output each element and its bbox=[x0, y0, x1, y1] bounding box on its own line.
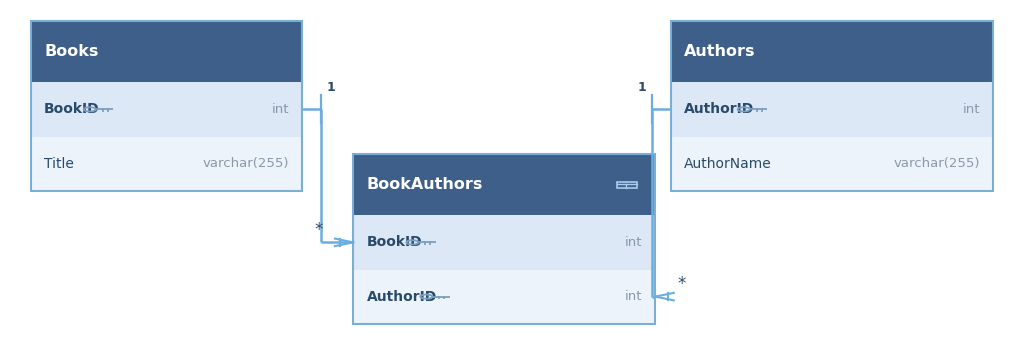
Text: BookAuthors: BookAuthors bbox=[367, 177, 483, 192]
FancyBboxPatch shape bbox=[353, 154, 655, 215]
Text: AuthorID: AuthorID bbox=[367, 289, 437, 303]
Text: AuthorName: AuthorName bbox=[684, 157, 772, 171]
FancyBboxPatch shape bbox=[353, 215, 655, 270]
Text: BookID: BookID bbox=[44, 103, 99, 117]
Text: Books: Books bbox=[44, 44, 98, 59]
Text: Title: Title bbox=[44, 157, 74, 171]
FancyBboxPatch shape bbox=[671, 136, 993, 191]
Text: 1: 1 bbox=[327, 80, 336, 93]
Text: int: int bbox=[625, 290, 642, 303]
FancyBboxPatch shape bbox=[31, 82, 302, 136]
Text: int: int bbox=[963, 103, 980, 116]
Text: *: * bbox=[678, 275, 686, 293]
Text: 1: 1 bbox=[638, 80, 647, 93]
Text: int: int bbox=[271, 103, 289, 116]
FancyBboxPatch shape bbox=[31, 21, 302, 82]
Text: BookID: BookID bbox=[367, 235, 422, 249]
Text: int: int bbox=[625, 236, 642, 249]
Text: varchar(255): varchar(255) bbox=[894, 157, 980, 170]
Text: *: * bbox=[314, 221, 323, 239]
FancyBboxPatch shape bbox=[353, 270, 655, 324]
FancyBboxPatch shape bbox=[671, 21, 993, 82]
Text: AuthorID: AuthorID bbox=[684, 103, 755, 117]
FancyBboxPatch shape bbox=[671, 82, 993, 136]
Text: varchar(255): varchar(255) bbox=[203, 157, 289, 170]
FancyBboxPatch shape bbox=[31, 136, 302, 191]
Text: Authors: Authors bbox=[684, 44, 756, 59]
